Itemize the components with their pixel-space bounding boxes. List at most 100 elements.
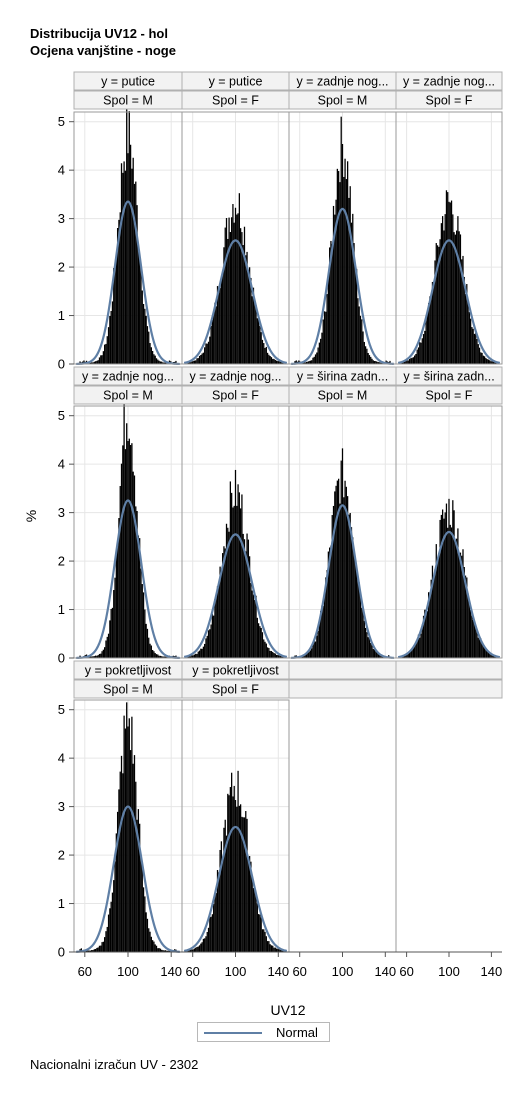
histogram-bar [107,914,110,952]
histogram-bar [372,360,374,364]
y-tick-label: 5 [58,408,65,423]
histogram-bar [129,750,132,952]
histogram-bar [209,336,211,364]
histogram-bar [314,354,317,364]
histogram-bar [449,202,451,364]
histogram-bar [222,553,224,658]
histogram-bar [204,643,206,658]
histogram-bar [141,863,143,952]
histogram-bar [456,538,458,658]
y-tick-label: 0 [58,651,65,666]
histogram-bar [206,635,208,658]
histogram-bar [218,582,220,658]
histogram-bar [159,948,162,952]
histogram-bar [272,358,274,364]
histogram-bar [420,342,422,364]
histogram-bar [273,947,275,952]
histogram-bar [216,585,219,658]
histogram-bar [412,357,415,364]
histogram-bar [489,652,491,658]
histogram-bar [486,651,488,658]
y-tick-label: 2 [58,260,65,275]
histogram-bar [270,651,273,658]
histogram-bar [205,638,207,658]
panel-header-spol [395,90,503,110]
histogram-bar [188,656,190,658]
histogram-bar [114,577,116,658]
histogram-bar [104,344,106,364]
histogram-bar [348,514,350,658]
histogram-bar [188,361,190,364]
histogram-bar [188,950,190,952]
histogram-bar [193,360,196,364]
histogram-bar [189,656,192,658]
histogram-bar [93,656,95,658]
histogram-bar [218,872,220,952]
y-axis-label: % [23,510,39,522]
histogram-bar [155,945,158,952]
histogram-bar [449,524,451,658]
histogram-bar [367,353,369,364]
histogram-bar [175,360,177,364]
histogram-bar [450,527,453,658]
panel-y-label: y = zadnje nog... [82,370,174,384]
y-tick-label: 0 [58,357,65,372]
histogram-bar [436,245,439,364]
histogram-bar [357,298,359,364]
histogram-bar [187,362,189,364]
histogram-bar [139,257,141,364]
y-tick-label: 4 [58,163,65,178]
histogram-bar [354,265,356,364]
histogram-bar [363,341,365,364]
histogram-bar [486,359,488,364]
histogram-bar [331,244,333,364]
histogram-bar [364,627,367,658]
histogram-bar [453,232,455,364]
histogram-bar [101,651,103,658]
histogram-bar [414,355,416,364]
histogram-bar [148,331,150,364]
histogram-bar [161,949,163,952]
legend: Normal [197,1022,330,1042]
histogram-bar [476,629,478,658]
histogram-bar [91,362,93,364]
histogram-bar [366,632,368,658]
histogram-bar [111,607,114,658]
histogram-bar [272,652,274,658]
histogram-bar [192,655,194,658]
histogram-bar [335,199,337,364]
histogram-bar [459,234,462,364]
histogram-bar [159,655,162,658]
histogram-bar [485,357,487,364]
histogram-bar [264,347,266,364]
histogram-bar [323,311,326,364]
histogram-bar [350,222,353,364]
histogram-bar [214,892,216,952]
histogram-bar [129,445,132,658]
histogram-bar [153,354,155,364]
histogram-bar [141,290,143,364]
histogram-bar [163,362,165,364]
histogram-bar [119,212,121,364]
histogram-bar [200,943,202,952]
histogram-bar [373,649,376,658]
histogram-bar [463,276,465,364]
x-tick-label: 100 [117,964,139,979]
histogram-bar [225,835,228,952]
histogram-bar [415,354,417,364]
histogram-bar [429,296,431,364]
histogram-bar [477,344,479,364]
histogram-bar [268,648,270,658]
histogram-bar [137,809,140,952]
histogram-bar [142,887,145,952]
histogram-bar [257,316,260,364]
histogram-bar [362,331,364,364]
legend-normal-line-swatch [204,1032,262,1034]
histogram-bar [196,358,198,364]
histogram-bar [140,858,142,952]
histogram-bar [329,547,331,658]
histogram-bar [317,630,319,658]
histogram-bar [313,356,315,364]
panel-y-label: y = putice [101,75,155,89]
histogram-bar [145,623,147,658]
